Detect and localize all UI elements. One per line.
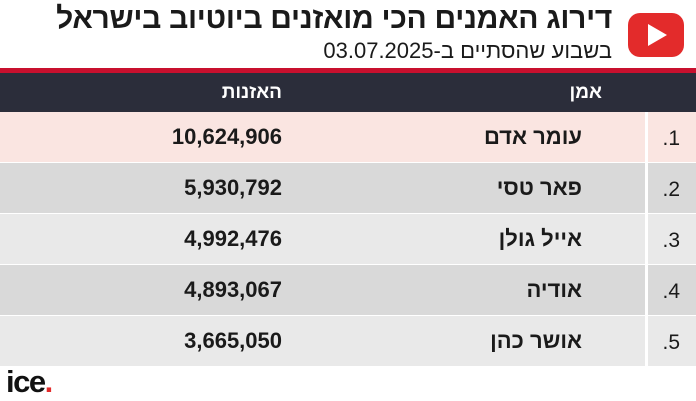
artist-name: אייל גולן xyxy=(498,226,582,251)
rank-cell xyxy=(645,112,696,162)
listens-count: 4,992,476 xyxy=(184,226,282,251)
table-row: 1. עומר אדם 10,624,906 xyxy=(0,112,696,162)
rank-cell xyxy=(645,316,696,366)
rank-cell xyxy=(645,163,696,213)
youtube-logo-icon xyxy=(628,13,684,57)
table-row: 3. אייל גולן 4,992,476 xyxy=(0,214,696,264)
rank-number: 4. xyxy=(662,280,680,303)
ice-logo: ice. xyxy=(6,364,54,400)
artist-name: עומר אדם xyxy=(483,124,582,149)
rank-number: 3. xyxy=(662,229,680,252)
table-row: 2. פאר טסי 5,930,792 xyxy=(0,163,696,213)
artist-name: אודיה xyxy=(526,277,582,302)
page-title: דירוג האמנים הכי מואזנים ביוטיוב בישראל xyxy=(56,2,612,35)
table-row: 5. אושר כהן 3,665,050 xyxy=(0,316,696,366)
rank-number: 1. xyxy=(662,127,680,150)
listens-count: 3,665,050 xyxy=(184,328,282,353)
rank-cell xyxy=(645,265,696,315)
listens-count: 4,893,067 xyxy=(184,277,282,302)
rank-cell xyxy=(645,214,696,264)
accent-divider xyxy=(0,68,696,73)
logo-dot: . xyxy=(44,364,54,399)
column-header-listens: האזנות xyxy=(221,82,282,103)
listens-count: 10,624,906 xyxy=(171,124,282,149)
table-row: 4. אודיה 4,893,067 xyxy=(0,265,696,315)
artist-name: אושר כהן xyxy=(490,328,582,353)
rank-number: 2. xyxy=(662,178,680,201)
play-icon xyxy=(648,24,667,46)
ranking-table: 1. עומר אדם 10,624,906 2. פאר טסי 5,930,… xyxy=(0,112,696,367)
rank-number: 5. xyxy=(662,331,680,354)
table-header: אמן האזנות xyxy=(0,73,696,112)
page-subtitle: בשבוע שהסתיים ב-03.07.2025 xyxy=(323,38,612,63)
listens-count: 5,930,792 xyxy=(184,175,282,200)
chart-header: דירוג האמנים הכי מואזנים ביוטיוב בישראל … xyxy=(0,0,696,72)
logo-text: ice xyxy=(6,364,46,399)
column-header-artist: אמן xyxy=(569,82,603,103)
artist-name: פאר טסי xyxy=(496,175,582,200)
